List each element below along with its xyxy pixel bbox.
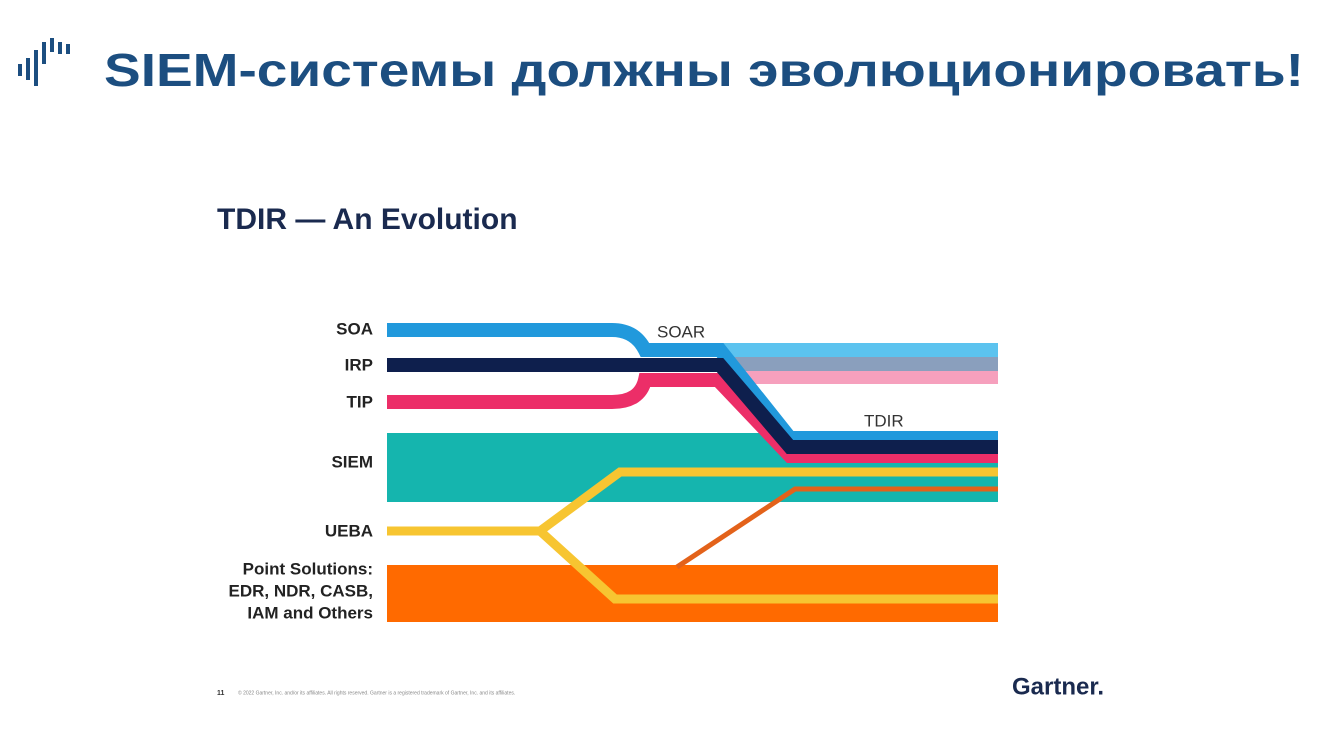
flows <box>387 323 998 622</box>
page-title: SIEM-системы должны эволюционировать! <box>104 44 1304 96</box>
slide-title: TDIR — An Evolution <box>217 203 518 236</box>
row-label: EDR, NDR, CASB, <box>228 581 373 600</box>
row-label: IRP <box>345 355 373 374</box>
row-label: SOA <box>336 319 373 338</box>
row-label: IAM and Others <box>247 603 373 622</box>
row-label: UEBA <box>325 521 373 540</box>
logo-icon <box>18 38 70 86</box>
row-label: SIEM <box>331 452 373 471</box>
row-label: Point Solutions: <box>243 559 373 578</box>
gartner-logo: Gartner. <box>1012 673 1104 700</box>
page-number: 11 <box>217 690 225 697</box>
copyright: © 2022 Gartner, Inc. and/or its affiliat… <box>238 689 515 696</box>
row-label: TIP <box>347 392 373 411</box>
stage-label: TDIR <box>864 411 904 430</box>
stage-label: SOAR <box>657 322 705 341</box>
